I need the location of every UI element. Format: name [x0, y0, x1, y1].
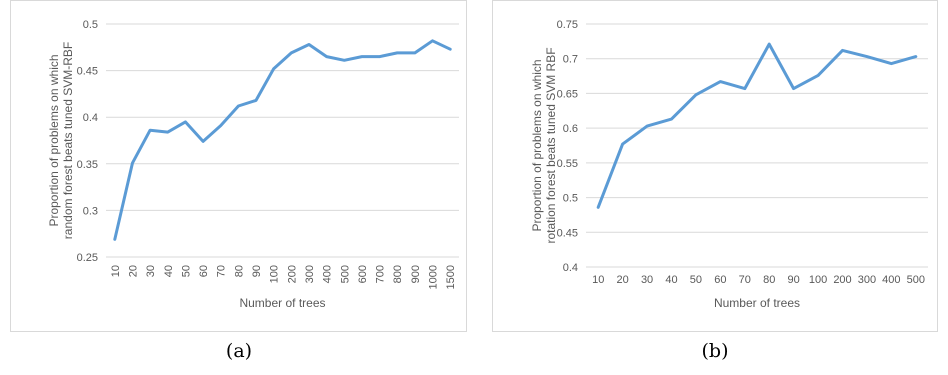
x-tick-label: 500: [339, 265, 351, 283]
y-tick-label: 0.35: [77, 159, 98, 171]
y-axis-title-line: Proportion of problems on which: [47, 54, 61, 226]
x-tick-label: 400: [882, 274, 900, 286]
y-tick-label: 0.4: [563, 262, 578, 274]
y-tick-label: 0.45: [557, 227, 578, 239]
line-chart-b: 0.4 0.45 0.5 0.55 0.6 0.65 0.7 0.75 10 20 30 40 50 60…: [530, 19, 928, 310]
y-tick-label: 0.55: [557, 158, 578, 170]
x-tick-label: 900: [410, 265, 422, 283]
x-tick-label: 40: [665, 274, 677, 286]
x-tick-label: 40: [163, 265, 175, 277]
x-tick-label: 400: [322, 265, 334, 283]
x-tick-label: 50: [690, 274, 702, 286]
x-tick-label: 50: [180, 265, 192, 277]
x-tick-label: 1000: [428, 265, 440, 289]
y-tick-label: 0.25: [77, 252, 98, 264]
y-tick-label: 0.7: [563, 54, 578, 66]
x-axis-title: Number of trees: [714, 296, 800, 310]
series-line: [113, 39, 452, 241]
x-tick-label: 10: [592, 274, 604, 286]
x-tick-label: 800: [392, 265, 404, 283]
x-tick-label: 10: [110, 265, 122, 277]
x-tick-label: 20: [127, 265, 139, 277]
y-tick-label: 0.65: [557, 88, 578, 100]
x-tick-label: 70: [216, 265, 228, 277]
x-axis-title: Number of trees: [239, 296, 325, 310]
x-tick-label: 60: [198, 265, 210, 277]
y-tick-label: 0.6: [563, 123, 578, 135]
y-axis-title-line: rotation forest beats tuned SVM RBF: [544, 47, 558, 243]
chart-panel-a: 0.25 0.3 0.35 0.4 0.45 0.5 10 20 30 40 50 60 70 80 90 1…: [10, 0, 467, 332]
y-axis-title-line: Proportion of problems on which: [530, 59, 544, 231]
x-tick-label: 200: [833, 274, 851, 286]
y-tick-label: 0.5: [83, 19, 98, 31]
y-tick-label: 0.4: [83, 112, 98, 124]
series-line: [596, 42, 918, 209]
x-tick-label: 100: [269, 265, 281, 283]
y-tick-label: 0.75: [557, 19, 578, 31]
x-tick-label: 200: [286, 265, 298, 283]
line-chart-a: 0.25 0.3 0.35 0.4 0.45 0.5 10 20 30 40 50 60 70 80 90 1…: [47, 19, 459, 310]
y-tick-label: 0.3: [83, 205, 98, 217]
x-tick-label: 100: [809, 274, 827, 286]
x-tick-label: 700: [375, 265, 387, 283]
x-tick-label: 60: [714, 274, 726, 286]
x-tick-label: 80: [763, 274, 775, 286]
y-tick-label: 0.5: [563, 193, 578, 205]
x-tick-label: 20: [617, 274, 629, 286]
chart-panel-b: 0.4 0.45 0.5 0.55 0.6 0.65 0.7 0.75 10 20 30 40 50 60…: [492, 0, 938, 332]
x-tick-label: 90: [251, 265, 263, 277]
x-tick-label: 300: [858, 274, 876, 286]
x-tick-label: 600: [357, 265, 369, 283]
x-tick-label: 500: [907, 274, 925, 286]
x-tick-label: 30: [145, 265, 157, 277]
y-axis-title-line: random forest beats tuned SVM-RBF: [61, 42, 75, 239]
x-tick-label: 1500: [445, 265, 457, 289]
x-tick-label: 90: [788, 274, 800, 286]
x-tick-label: 300: [304, 265, 316, 283]
y-tick-label: 0.45: [77, 66, 98, 78]
x-tick-label: 70: [739, 274, 751, 286]
caption-b: (b): [701, 340, 729, 362]
x-tick-label: 80: [233, 265, 245, 277]
x-tick-label: 30: [641, 274, 653, 286]
caption-a: (a): [225, 340, 253, 362]
